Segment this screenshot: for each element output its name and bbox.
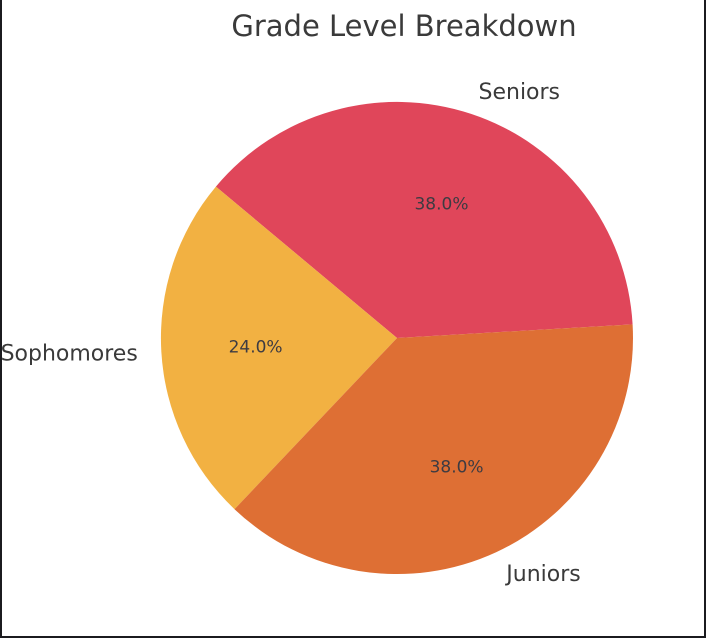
pct-label-sophomores: 24.0%: [229, 337, 283, 357]
slice-label-seniors: Seniors: [479, 80, 561, 105]
pct-label-juniors: 38.0%: [430, 458, 484, 478]
pct-label-seniors: 38.0%: [414, 195, 468, 215]
pie-slice-seniors: [215, 101, 633, 338]
pie-slice-juniors: [234, 324, 633, 575]
pie-slice-sophomores: [160, 186, 397, 510]
chart-title: Grade Level Breakdown: [231, 9, 576, 43]
slice-label-sophomores: Sophomores: [2, 341, 138, 366]
slice-label-juniors: Juniors: [504, 562, 580, 587]
